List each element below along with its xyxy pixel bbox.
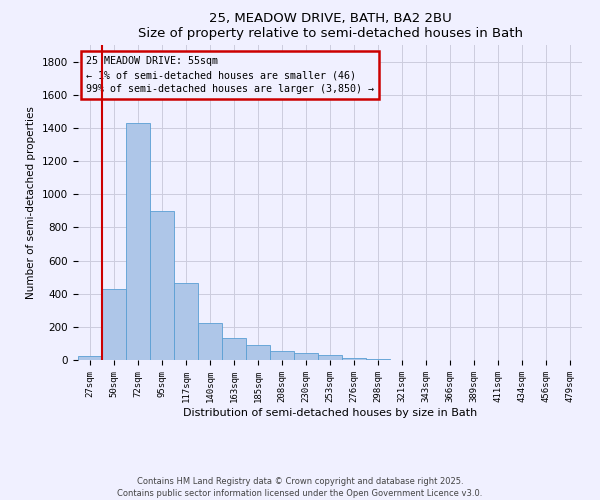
Bar [78,356,102,360]
Bar [150,211,174,360]
Y-axis label: Number of semi-detached properties: Number of semi-detached properties [26,106,37,299]
Text: Contains HM Land Registry data © Crown copyright and database right 2025.
Contai: Contains HM Land Registry data © Crown c… [118,476,482,498]
Bar [126,123,150,360]
Bar [270,351,294,360]
Bar [222,338,246,360]
Bar [342,358,366,360]
Bar [102,288,126,360]
Bar [318,356,342,360]
Title: 25, MEADOW DRIVE, BATH, BA2 2BU
Size of property relative to semi-detached house: 25, MEADOW DRIVE, BATH, BA2 2BU Size of … [137,12,523,40]
Bar [246,345,270,360]
X-axis label: Distribution of semi-detached houses by size in Bath: Distribution of semi-detached houses by … [183,408,477,418]
Bar [366,358,390,360]
Bar [294,352,318,360]
Text: 25 MEADOW DRIVE: 55sqm
← 1% of semi-detached houses are smaller (46)
99% of semi: 25 MEADOW DRIVE: 55sqm ← 1% of semi-deta… [86,56,374,94]
Bar [174,283,198,360]
Bar [198,322,222,360]
